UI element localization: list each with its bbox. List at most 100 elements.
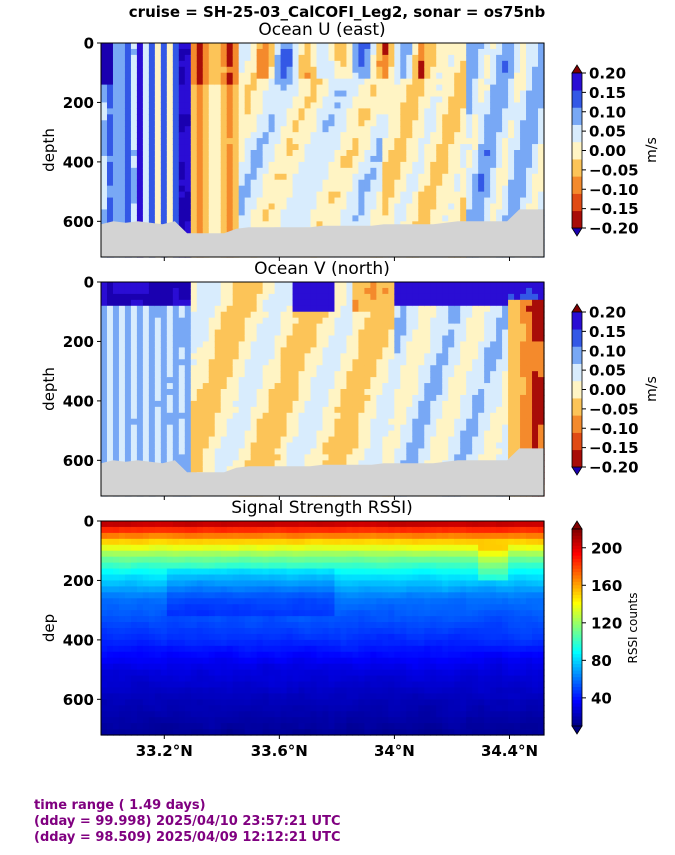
heatmap-cell: [136, 359, 144, 366]
heatmap-cell: [484, 78, 491, 86]
heatmap-cell: [454, 203, 461, 211]
heatmap-cell: [358, 179, 366, 187]
heatmap-cell: [526, 173, 533, 181]
heatmap-cell: [226, 78, 234, 86]
heatmap-cell: [202, 353, 210, 360]
heatmap-cell: [208, 167, 216, 175]
heatmap-cell: [130, 209, 138, 216]
heatmap-cell: [214, 406, 222, 414]
heatmap-cell: [262, 102, 270, 109]
heatmap-cell: [238, 329, 246, 337]
heatmap-cell: [148, 335, 156, 343]
heatmap-cell: [154, 335, 162, 343]
heatmap-cell: [160, 430, 168, 438]
heatmap-cell: [370, 317, 377, 325]
heatmap-cell: [154, 394, 162, 402]
heatmap-cell: [274, 454, 282, 461]
heatmap-cell: [412, 341, 419, 348]
heatmap-cell: [376, 371, 383, 378]
heatmap-cell: [442, 144, 449, 151]
heatmap-cell: [220, 90, 228, 98]
heatmap-cell: [268, 78, 276, 86]
heatmap-cell: [484, 179, 491, 187]
heatmap-cell: [292, 389, 300, 396]
heatmap-cell: [412, 406, 419, 414]
heatmap-cell: [286, 424, 294, 432]
heatmap-cell: [382, 60, 389, 68]
heatmap-cell: [394, 347, 401, 354]
heatmap-cell: [286, 43, 294, 50]
heatmap-cell: [406, 406, 413, 414]
heatmap-cell: [400, 150, 407, 157]
heatmap-cell: [142, 430, 150, 438]
heatmap-cell: [166, 406, 174, 414]
heatmap-cell: [304, 197, 312, 205]
heatmap-cell: [202, 377, 210, 384]
heatmap-cell: [118, 120, 126, 127]
heatmap-cell: [298, 406, 306, 414]
heatmap-cell: [106, 311, 114, 319]
heatmap-cell: [256, 138, 264, 145]
heatmap-cell: [262, 221, 270, 228]
heatmap-cell: [430, 436, 437, 444]
heatmap-cell: [454, 161, 461, 169]
heatmap-cell: [478, 102, 485, 109]
heatmap-cell: [142, 43, 150, 50]
heatmap-cell: [178, 353, 186, 360]
heatmap-cell: [358, 377, 366, 384]
heatmap-cell: [364, 424, 371, 432]
heatmap-cell: [424, 114, 431, 121]
heatmap-cell: [202, 120, 210, 127]
heatmap-cell: [508, 155, 515, 163]
heatmap-cell: [148, 329, 156, 337]
heatmap-cell: [322, 215, 330, 222]
heatmap-cell: [112, 48, 120, 56]
heatmap-cell: [448, 448, 455, 455]
heatmap-cell: [226, 394, 234, 402]
heatmap-cell: [148, 43, 156, 50]
heatmap-cell: [370, 448, 377, 455]
heatmap-cell: [478, 203, 485, 211]
heatmap-cell: [262, 66, 270, 74]
heatmap-cell: [382, 209, 389, 216]
heatmap-cell: [376, 203, 383, 211]
heatmap-cell: [370, 377, 377, 384]
heatmap-cell: [280, 155, 288, 163]
heatmap-cell: [220, 400, 228, 408]
heatmap-cell: [244, 323, 252, 331]
heatmap-cell: [388, 132, 395, 139]
heatmap-cell: [400, 377, 407, 384]
heatmap-cell: [352, 167, 360, 175]
heatmap-cell: [406, 365, 413, 372]
heatmap-cell: [394, 179, 401, 187]
heatmap-cell: [130, 389, 138, 396]
heatmap-cell: [142, 167, 150, 175]
heatmap-cell: [172, 412, 180, 420]
heatmap-cell: [154, 377, 162, 384]
heatmap-cell: [316, 90, 324, 98]
heatmap-cell: [508, 203, 515, 211]
heatmap-cell: [220, 442, 228, 450]
heatmap-cell: [298, 78, 306, 86]
heatmap-cell: [268, 173, 276, 181]
heatmap-cell: [346, 84, 354, 92]
heatmap-cell: [124, 430, 132, 438]
heatmap-cell: [328, 323, 336, 331]
heatmap-cell: [472, 347, 479, 354]
heatmap-cell: [142, 436, 150, 444]
heatmap-cell: [172, 305, 180, 313]
heatmap-cell: [442, 126, 449, 133]
heatmap-cell: [202, 460, 210, 467]
heatmap-cell: [250, 102, 258, 109]
heatmap-cell: [286, 120, 294, 127]
heatmap-cell: [142, 305, 150, 313]
heatmap-cell: [328, 353, 336, 360]
heatmap-cell: [238, 394, 246, 402]
heatmap-cell: [430, 173, 437, 181]
heatmap-cell: [514, 197, 521, 205]
heatmap-cell: [142, 215, 150, 222]
heatmap-cell: [412, 78, 419, 86]
heatmap-cell: [124, 60, 132, 68]
heatmap-cell: [424, 412, 431, 420]
heatmap-cell: [274, 359, 282, 366]
